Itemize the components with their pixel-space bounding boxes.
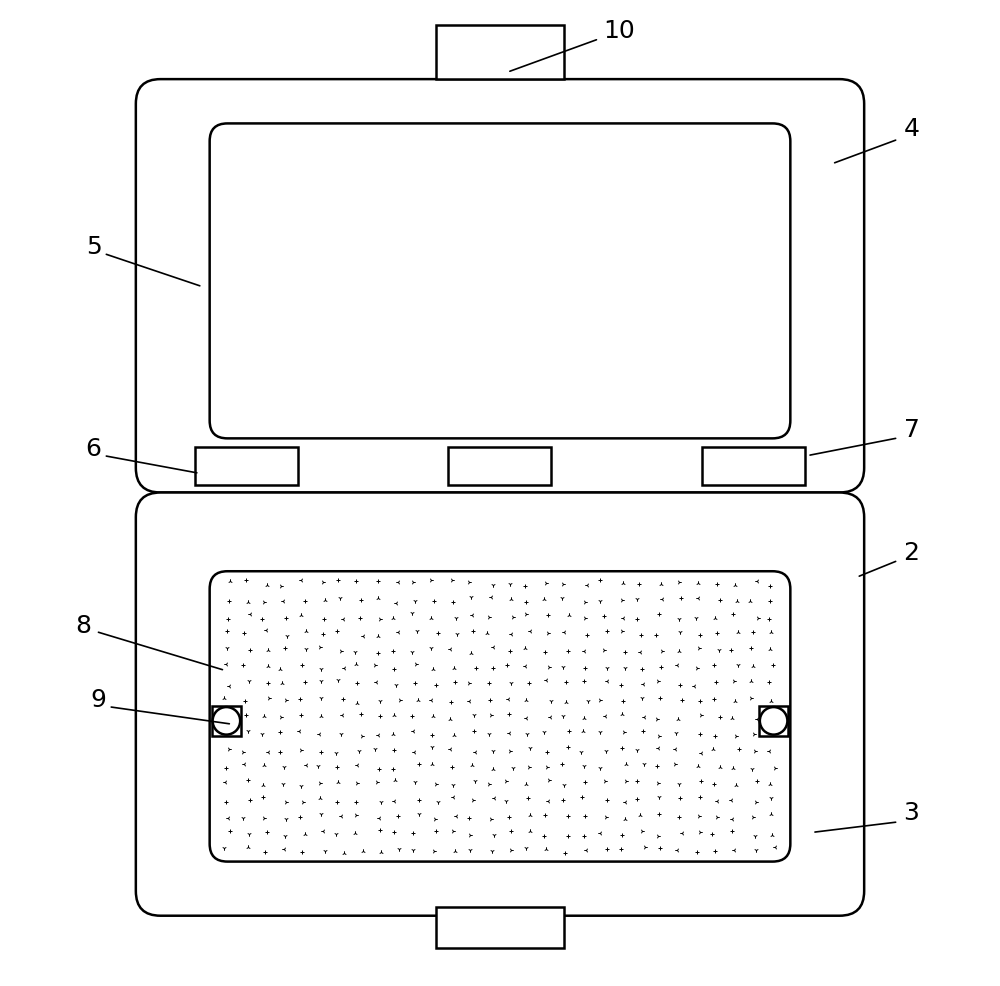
FancyBboxPatch shape	[210, 572, 790, 862]
Bar	[436, 907, 564, 949]
Text: 10: 10	[603, 19, 635, 42]
Text: 4: 4	[904, 117, 920, 141]
Circle shape	[760, 707, 787, 735]
Text: 7: 7	[904, 417, 919, 441]
Bar	[448, 448, 551, 485]
Text: 5: 5	[86, 236, 101, 259]
Bar	[212, 706, 241, 736]
Text: 9: 9	[90, 687, 106, 712]
Circle shape	[213, 707, 240, 735]
Bar	[436, 26, 564, 80]
FancyBboxPatch shape	[136, 493, 864, 916]
Text: 8: 8	[76, 613, 92, 638]
Text: 2: 2	[904, 540, 920, 564]
Bar	[702, 448, 805, 485]
Bar	[195, 448, 298, 485]
Text: 3: 3	[904, 801, 919, 824]
FancyBboxPatch shape	[210, 124, 790, 439]
Text: 6: 6	[85, 437, 101, 460]
Bar	[759, 706, 788, 736]
FancyBboxPatch shape	[136, 80, 864, 493]
